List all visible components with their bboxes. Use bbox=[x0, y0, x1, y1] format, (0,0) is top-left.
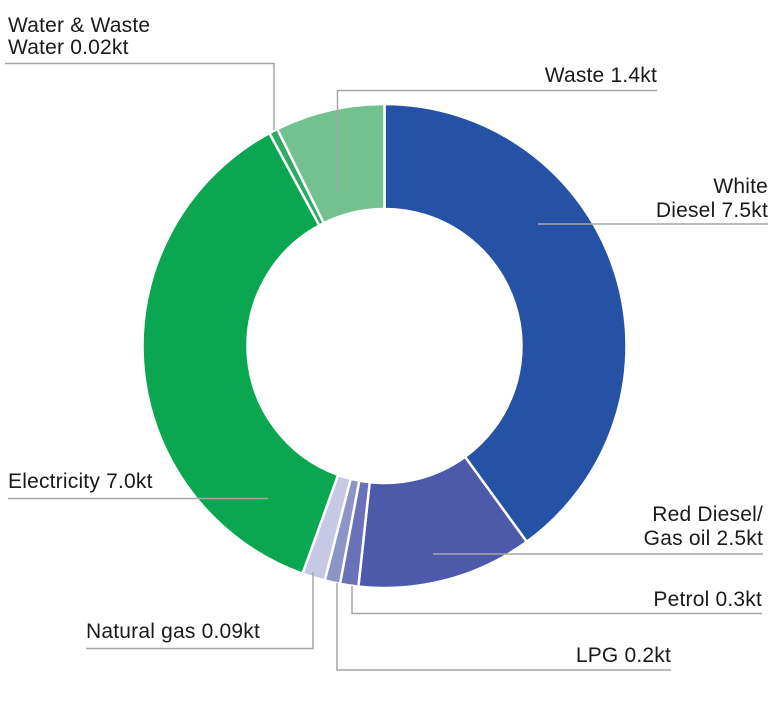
label-electricity-line1: Electricity 7.0kt bbox=[8, 470, 153, 493]
label-waste-line1: Waste 1.4kt bbox=[544, 64, 657, 87]
leader-lines bbox=[5, 62, 768, 671]
leader-line-petrol bbox=[351, 586, 762, 615]
label-petrol-line1: Petrol 0.3kt bbox=[653, 588, 762, 611]
leader-line-water-waste-water bbox=[5, 62, 275, 130]
leader-line-lpg bbox=[336, 583, 671, 671]
label-white-diesel: White Diesel 7.5kt bbox=[656, 175, 768, 223]
label-red-diesel-line1: Red Diesel/ bbox=[652, 503, 763, 526]
label-natural-gas-line1: Natural gas 0.09kt bbox=[86, 620, 261, 643]
label-water-waste-water-line1: Water & Waste bbox=[8, 14, 151, 37]
label-lpg-line1: LPG 0.2kt bbox=[575, 644, 671, 667]
label-water-waste-water: Water & Waste Water 0.02kt bbox=[8, 15, 150, 59]
label-white-diesel-line2: Diesel 7.5kt bbox=[655, 199, 768, 222]
label-water-waste-water-line2: Water 0.02kt bbox=[8, 36, 129, 59]
label-petrol: Petrol 0.3kt bbox=[653, 588, 762, 612]
segment-waste bbox=[275, 102, 386, 225]
label-waste: Waste 1.4kt bbox=[545, 64, 657, 88]
label-white-diesel-line1: White bbox=[713, 175, 768, 198]
segment-white-diesel bbox=[383, 102, 628, 544]
label-red-diesel: Red Diesel/ Gas oil 2.5kt bbox=[644, 503, 763, 551]
label-natural-gas: Natural gas 0.09kt bbox=[86, 620, 260, 644]
segment-electricity bbox=[141, 131, 340, 576]
label-lpg: LPG 0.2kt bbox=[576, 644, 671, 668]
leader-line-natural-gas bbox=[86, 572, 314, 650]
label-red-diesel-line2: Gas oil 2.5kt bbox=[643, 527, 763, 550]
leader-line-waste bbox=[336, 89, 657, 192]
donut-segments bbox=[141, 102, 628, 590]
label-electricity: Electricity 7.0kt bbox=[8, 470, 153, 494]
